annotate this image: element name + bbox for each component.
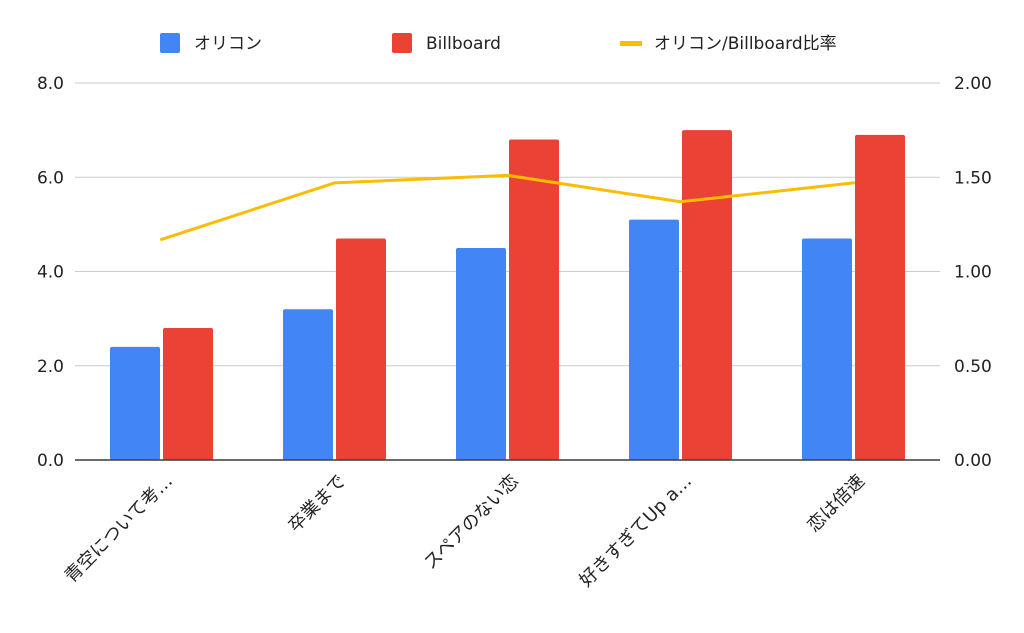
bar-billboard [509,139,559,461]
category-label: スペアのない恋 [419,470,523,574]
bar-billboard [336,238,386,460]
right-tick-label: 0.50 [954,357,992,377]
legend-swatch [160,33,180,53]
legend-label: オリコン/Billboard比率 [654,34,837,54]
right-tick-label: 1.00 [954,263,992,283]
right-tick-label: 2.00 [954,74,992,94]
left-tick-label: 4.0 [37,263,64,283]
bar-oricon [802,238,852,460]
legend-swatch [392,33,412,53]
legend-label: Billboard [426,34,501,54]
legend-line-swatch [620,41,642,46]
category-label: 青空について考… [61,471,177,587]
right-tick-label: 1.50 [954,168,992,188]
category-label: 好きすぎてUp a… [576,471,696,591]
left-tick-label: 0.0 [37,451,64,471]
bar-oricon [110,346,160,460]
right-tick-label: 0.00 [954,451,992,471]
bar-oricon [456,247,506,460]
bar-billboard [163,328,213,460]
bar-oricon [283,309,333,460]
left-tick-label: 2.0 [37,357,64,377]
bar-oricon [629,219,679,460]
category-label: 卒業まで [284,471,350,537]
right-axis-ticks: 0.00 0.50 1.00 1.50 2.00 [954,74,992,471]
category-label: 恋は倍速 [803,470,869,536]
legend: オリコン Billboard オリコン/Billboard比率 [160,33,837,54]
left-tick-label: 8.0 [37,74,64,94]
legend-label: オリコン [194,34,262,54]
bar-billboard [855,134,905,460]
left-axis-ticks: 0.0 2.0 4.0 6.0 8.0 [37,74,64,471]
left-tick-label: 6.0 [37,168,64,188]
category-labels: 青空について考… 卒業まで スペアのない恋 好きすぎてUp a… 恋は倍速 [61,470,869,591]
bars [75,130,940,461]
bar-billboard [682,130,732,460]
ratio-line [160,173,855,241]
ratio-line-layer [160,173,855,241]
